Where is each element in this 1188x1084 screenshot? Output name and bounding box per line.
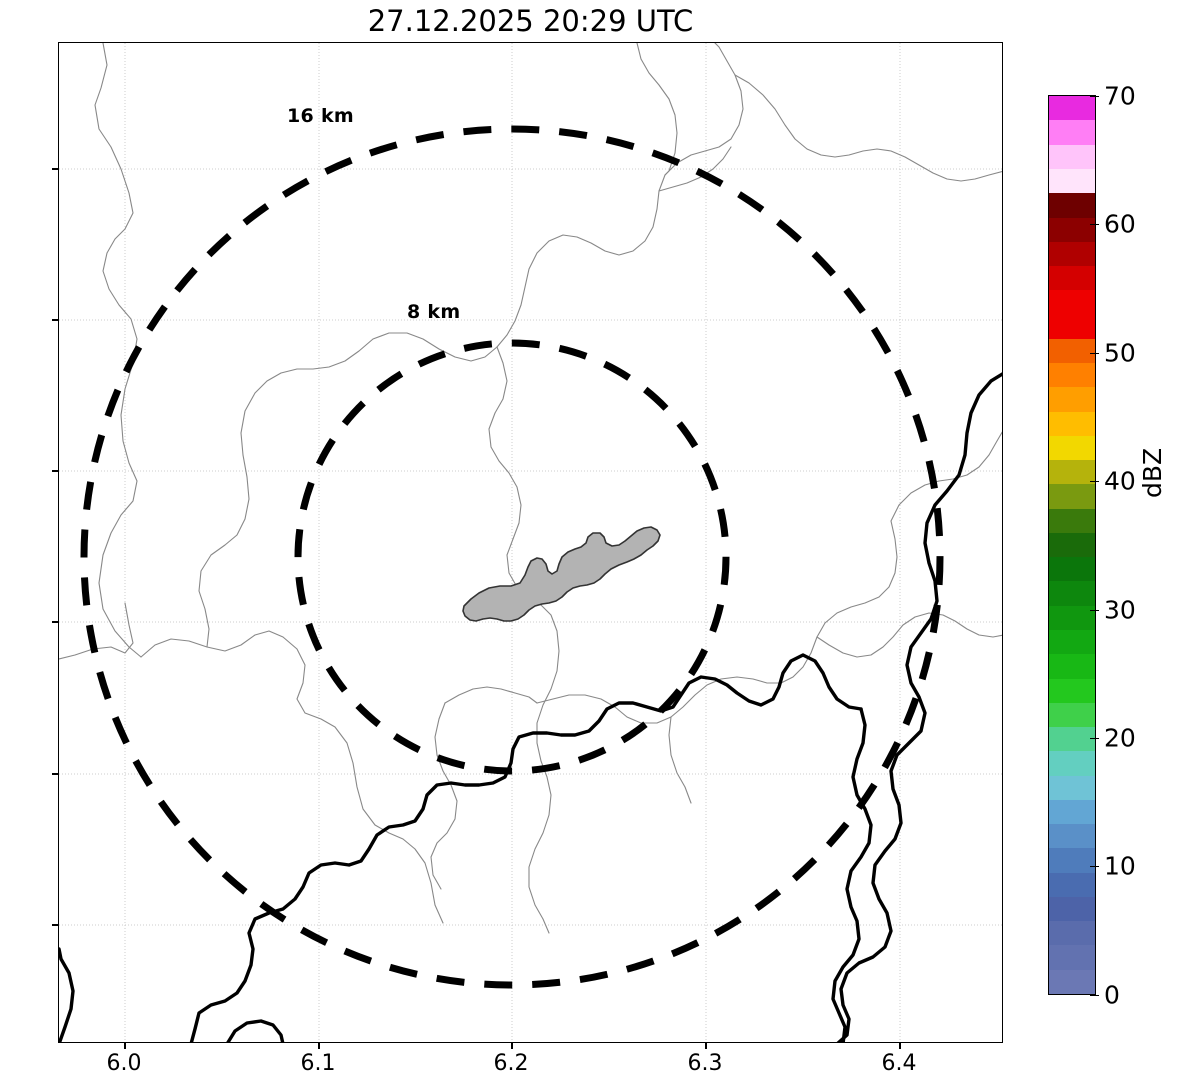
xtick-mark [705,1043,707,1049]
page-title: 27.12.2025 20:29 UTC [367,4,694,38]
colorbar-segment [1049,872,1095,897]
map-graphics [59,43,1002,1042]
colorbar-tick-label: 50 [1104,338,1136,368]
colorbar-segment [1049,193,1095,218]
colorbar-segment [1049,532,1095,558]
colorbar-segment [1049,435,1095,461]
colorbar-tick-mark [1090,353,1099,355]
colorbar-segment [1049,508,1095,533]
xtick-label: 6.0 [106,1051,142,1076]
colorbar-segment [1049,630,1095,655]
range-ring-label-16km: 16 km [287,105,354,127]
map-clip [59,43,1002,1042]
colorbar-segment [1049,338,1095,364]
colorbar-tick-mark [1090,738,1099,740]
colorbar-segment [1049,484,1095,509]
colorbar-segment [1049,921,1095,946]
xtick-mark [899,1043,901,1049]
range-ring-label-8km: 8 km [407,301,461,323]
xtick-label: 6.3 [687,1051,723,1076]
colorbar-tick-label: 20 [1104,723,1136,753]
range-ring-16km [80,125,944,989]
colorbar-tick-mark [1090,995,1099,997]
colorbar-tick-mark [1090,610,1099,612]
xtick-label: 6.2 [493,1051,529,1076]
colorbar-segment [1049,581,1095,606]
colorbar-segment [1049,896,1095,922]
colorbar-segment [1049,120,1095,145]
colorbar-segment [1049,775,1095,800]
colorbar-segment [1049,290,1095,315]
admin-boundaries [59,43,1002,934]
colorbar-tick-label: 10 [1104,851,1136,881]
colorbar-segment [1049,96,1095,121]
ytick-mark [52,319,58,321]
colorbar-segment [1049,727,1095,752]
colorbar-segment [1049,363,1095,388]
colorbar-tick-label: 60 [1104,209,1136,239]
colorbar-segment [1049,702,1095,728]
xtick-mark [511,1043,513,1049]
ytick-mark [52,773,58,775]
range-ring-8km [294,339,730,775]
colorbar-segment [1049,557,1095,582]
colorbar-tick-label: 0 [1104,980,1120,1010]
colorbar-segment [1049,605,1095,631]
ytick-mark [52,621,58,623]
colorbar-tick-mark [1090,96,1099,98]
national-border [59,372,1002,1042]
ytick-mark [52,924,58,926]
radar-map-axes[interactable]: 16 km 8 km [58,42,1003,1043]
colorbar-segment [1049,266,1095,291]
colorbar-segment [1049,678,1095,703]
colorbar-segment [1049,387,1095,412]
colorbar-segment [1049,799,1095,825]
xtick-label: 6.1 [300,1051,336,1076]
colorbar-segment [1049,848,1095,873]
colorbar-segment [1049,314,1095,339]
colorbar-segment [1049,654,1095,679]
ytick-mark [52,470,58,472]
colorbar-tick-mark [1090,224,1099,226]
range-rings [80,125,944,989]
colorbar-segment [1049,945,1095,970]
city-polygon [462,526,661,622]
colorbar-segment [1049,460,1095,485]
colorbar-segment [1049,411,1095,436]
colorbar-tick-label: 70 [1104,81,1136,111]
xtick-mark [124,1043,126,1049]
colorbar-segment [1049,969,1095,994]
colorbar-segment [1049,824,1095,849]
colorbar-segment [1049,217,1095,242]
colorbar-tick-mark [1090,866,1099,868]
colorbar-tick-label: 30 [1104,595,1136,625]
xtick-label: 6.4 [881,1051,917,1076]
map-gridlines [59,43,1002,1042]
colorbar-tick-label: 40 [1104,466,1136,496]
colorbar-segment [1049,751,1095,776]
colorbar-segment [1049,168,1095,194]
xtick-mark [318,1043,320,1049]
colorbar-unit-label: dBZ [1138,447,1167,498]
colorbar-tick-mark [1090,481,1099,483]
colorbar[interactable] [1048,95,1096,995]
ytick-mark [52,168,58,170]
colorbar-segment [1049,144,1095,169]
colorbar-segment [1049,241,1095,267]
